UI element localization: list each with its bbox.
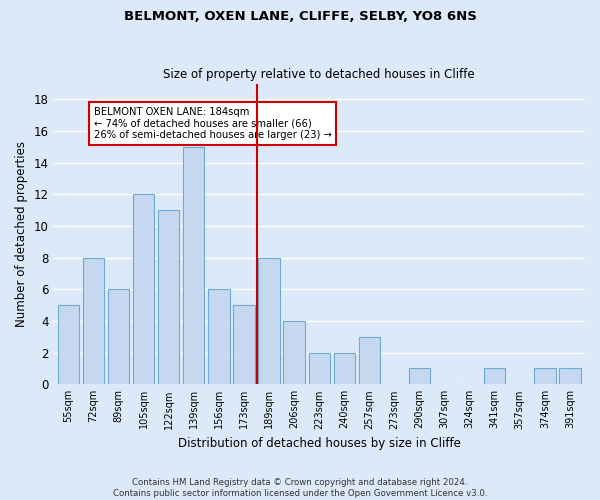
Bar <box>183 147 205 384</box>
Title: Size of property relative to detached houses in Cliffe: Size of property relative to detached ho… <box>163 68 475 81</box>
Bar <box>208 290 230 384</box>
Text: BELMONT OXEN LANE: 184sqm
← 74% of detached houses are smaller (66)
26% of semi-: BELMONT OXEN LANE: 184sqm ← 74% of detac… <box>94 108 331 140</box>
Bar <box>308 352 330 384</box>
Bar <box>484 368 505 384</box>
Y-axis label: Number of detached properties: Number of detached properties <box>15 141 28 327</box>
Bar <box>534 368 556 384</box>
Bar <box>559 368 581 384</box>
Bar <box>158 210 179 384</box>
Text: Contains HM Land Registry data © Crown copyright and database right 2024.
Contai: Contains HM Land Registry data © Crown c… <box>113 478 487 498</box>
Bar <box>108 290 129 384</box>
Bar <box>359 337 380 384</box>
Bar <box>133 194 154 384</box>
Bar <box>83 258 104 384</box>
Text: BELMONT, OXEN LANE, CLIFFE, SELBY, YO8 6NS: BELMONT, OXEN LANE, CLIFFE, SELBY, YO8 6… <box>124 10 476 23</box>
Bar <box>259 258 280 384</box>
Bar <box>283 321 305 384</box>
X-axis label: Distribution of detached houses by size in Cliffe: Distribution of detached houses by size … <box>178 437 461 450</box>
Bar <box>409 368 430 384</box>
Bar <box>233 305 254 384</box>
Bar <box>334 352 355 384</box>
Bar <box>58 305 79 384</box>
